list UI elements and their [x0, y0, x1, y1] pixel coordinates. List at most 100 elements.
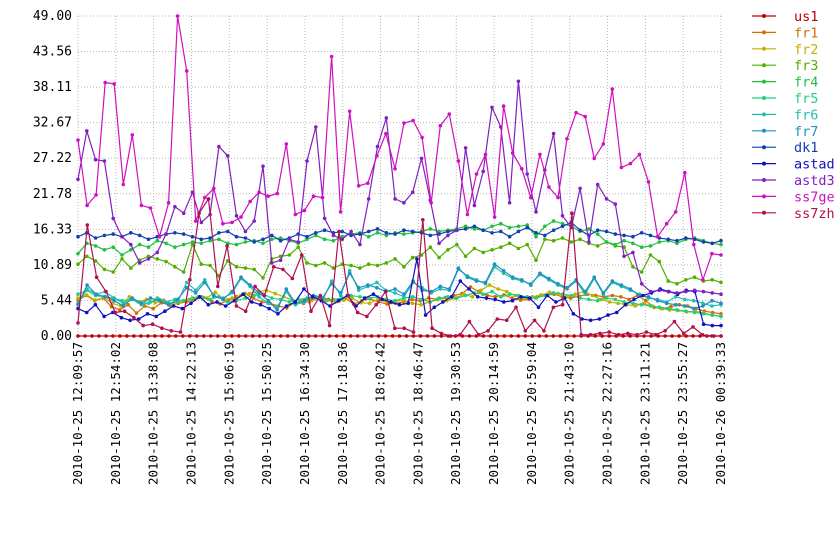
data-point-dk1 [191, 235, 195, 239]
data-point-astad [572, 312, 576, 316]
data-point-astd3 [261, 164, 265, 168]
data-point-dk1 [94, 236, 98, 240]
data-point-astad [528, 296, 532, 300]
data-point-astad [433, 306, 437, 310]
data-point-ss7ge [511, 151, 515, 155]
data-point-astad [580, 317, 584, 321]
data-point-astd3 [393, 197, 397, 201]
data-point-us1 [111, 334, 115, 338]
data-point-ss7zh [552, 306, 556, 310]
data-point-dk1 [631, 235, 635, 239]
data-point-ss7ge [285, 142, 289, 146]
data-point-ss7zh [95, 275, 99, 279]
data-point-dk1 [605, 230, 609, 234]
data-point-astad [128, 319, 132, 323]
data-point-ss7zh [114, 311, 118, 315]
data-point-astd3 [666, 290, 670, 294]
data-point-fr7 [339, 291, 343, 295]
data-point-fr3 [446, 248, 450, 252]
x-tick-label: 2010-10-25 12:09:57 [70, 342, 85, 485]
data-point-ss7ge [366, 181, 370, 185]
data-point-ss7zh [160, 326, 164, 330]
data-point-ss7zh [449, 334, 453, 338]
data-point-fr1 [135, 311, 139, 315]
data-point-fr7 [112, 299, 116, 303]
data-point-dk1 [596, 228, 600, 232]
data-point-ss7ge [683, 171, 687, 175]
data-point-fr6 [710, 304, 714, 308]
data-point-ss7zh [319, 294, 323, 298]
data-point-us1 [223, 334, 227, 338]
legend-label: ss7ge [794, 189, 835, 205]
data-point-ss7ge [629, 162, 633, 166]
data-point-ss7ge [167, 201, 171, 205]
data-point-fr2 [488, 283, 492, 287]
data-point-ss7ge [176, 14, 180, 18]
data-point-astad [615, 311, 619, 315]
data-point-fr6 [393, 291, 397, 295]
data-point-ss7ge [248, 200, 252, 204]
data-point-fr4 [76, 252, 80, 256]
data-point-astd3 [85, 129, 89, 133]
data-point-fr5 [710, 313, 714, 317]
data-point-astd3 [658, 289, 662, 293]
data-point-astd3 [525, 172, 529, 176]
data-point-ss7ge [275, 192, 279, 196]
data-point-ss7zh [663, 329, 667, 333]
data-point-fr2 [505, 290, 509, 294]
data-point-fr5 [499, 295, 503, 299]
data-point-astd3 [173, 205, 177, 209]
data-point-astad [415, 257, 419, 261]
data-point-fr5 [640, 303, 644, 307]
data-point-us1 [139, 334, 143, 338]
data-point-ss7ge [230, 221, 234, 225]
data-point-fr4 [490, 225, 494, 229]
data-point-ss7zh [141, 324, 145, 328]
data-point-fr2 [85, 293, 89, 297]
data-point-ss7ge [85, 204, 89, 208]
data-point-fr4 [332, 239, 336, 243]
x-tick-label: 2010-10-25 12:54:02 [108, 342, 123, 485]
x-tick-label: 2010-10-25 22:27:16 [600, 342, 615, 485]
data-point-astd3 [402, 201, 406, 205]
data-point-dk1 [376, 227, 380, 231]
data-point-ss7zh [626, 332, 630, 336]
data-point-dk1 [200, 238, 204, 242]
data-point-ss7zh [188, 278, 192, 282]
data-point-us1 [559, 334, 563, 338]
data-point-fr3 [561, 236, 565, 240]
data-point-us1 [663, 334, 667, 338]
data-point-astd3 [587, 240, 591, 244]
data-point-us1 [482, 334, 486, 338]
x-tick-label: 2010-10-25 23:55:27 [675, 342, 690, 485]
data-point-astd3 [182, 211, 186, 215]
data-point-us1 [419, 334, 423, 338]
legend-marker [762, 63, 766, 67]
data-point-ss7ge [321, 196, 325, 200]
data-point-astd3 [719, 292, 723, 296]
x-tick-label: 2010-10-25 19:30:53 [448, 342, 463, 485]
data-point-us1 [167, 334, 171, 338]
data-point-us1 [517, 334, 521, 338]
data-point-ss7ge [674, 210, 678, 214]
data-point-fr2 [248, 292, 252, 296]
data-point-ss7zh [197, 211, 201, 215]
data-point-fr4 [94, 244, 98, 248]
data-point-astd3 [323, 217, 327, 221]
data-point-astd3 [164, 232, 168, 236]
data-point-ss7zh [561, 303, 565, 307]
y-tick-label: 49.00 [33, 9, 72, 24]
data-point-astad [146, 312, 150, 316]
data-point-fr3 [103, 268, 107, 272]
data-point-astad [493, 298, 497, 302]
data-point-fr7 [665, 302, 669, 306]
legend-label: fr4 [794, 75, 818, 91]
data-point-ss7zh [272, 265, 276, 269]
data-point-astd3 [226, 154, 230, 158]
data-point-ss7zh [458, 333, 462, 337]
data-point-ss7ge [556, 196, 560, 200]
data-point-dk1 [543, 234, 547, 238]
data-point-astd3 [252, 219, 256, 223]
data-point-fr7 [620, 283, 624, 287]
data-point-fr7 [602, 291, 606, 295]
